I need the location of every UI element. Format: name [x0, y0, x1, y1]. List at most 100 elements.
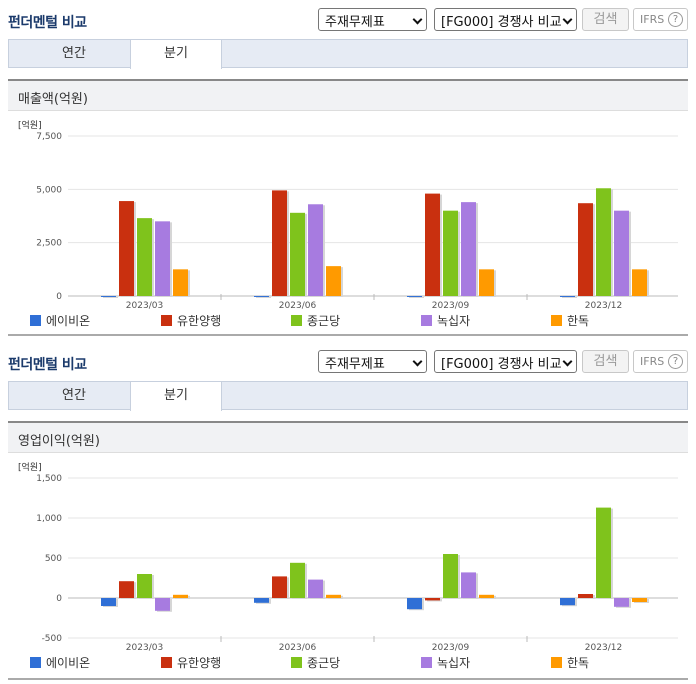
revenue-chart: 0 2,500 5,000 7,500 2023/03 2023/06 2023/09 202… — [0, 126, 696, 312]
peer-group-value: [FG000] 경쟁사 비교 — [441, 15, 562, 30]
legend-label: 종근당 — [307, 656, 341, 670]
ifrs-label: IFRS — [640, 13, 665, 26]
legend-swatch — [161, 315, 172, 326]
bar-ec9790ec9db4ebb984ec98a8-2023-09 — [407, 295, 422, 297]
peer-group-value: [FG000] 경쟁사 비교 — [441, 357, 562, 372]
bar-eb85b9ec8badec9e90-2023-09 — [461, 202, 476, 296]
y-tick-label: 500 — [45, 554, 62, 564]
legend-label: 종근당 — [307, 314, 341, 328]
period-tabs: 연간 분기 — [8, 39, 688, 69]
legend-swatch — [30, 315, 41, 326]
bar-eca285eab7bceb8bb9-2023-03 — [137, 574, 152, 598]
panel-divider — [8, 678, 688, 680]
bar-eca285eab7bceb8bb9-2023-06 — [290, 562, 305, 598]
bar-ed959ceb8f85-2023-09 — [479, 594, 494, 598]
x-tick-label: 2023/03 — [126, 301, 163, 311]
peer-group-select[interactable]: [FG000] 경쟁사 비교 — [434, 8, 577, 31]
legend-item-1[interactable]: 유한양행 — [161, 312, 221, 329]
panel-title: 펀더멘털 비교 — [8, 15, 87, 31]
peer-group-select[interactable]: [FG000] 경쟁사 비교 — [434, 350, 577, 373]
bar-eb85b9ec8badec9e90-2023-12 — [614, 210, 629, 296]
legend-swatch — [161, 657, 172, 668]
legend-label: 에이비온 — [46, 314, 91, 328]
bar-ed959ceb8f85-2023-12 — [632, 598, 647, 602]
bar-ec9790ec9db4ebb984ec98a8-2023-12 — [560, 295, 575, 297]
legend-label: 한독 — [567, 314, 590, 328]
help-icon: ? — [668, 354, 683, 369]
bar-ec9ca0ed959cec9691ed9689-2023-03 — [119, 201, 134, 296]
legend-item-0[interactable]: 에이비온 — [30, 654, 90, 671]
panel-divider — [8, 334, 688, 336]
bar-eca285eab7bceb8bb9-2023-12 — [596, 188, 611, 296]
bar-ed959ceb8f85-2023-06 — [326, 594, 341, 598]
statement-type-select[interactable]: 주재무제표 — [318, 8, 427, 31]
statement-type-value: 주재무제표 — [325, 357, 385, 372]
legend-item-4[interactable]: 한독 — [551, 312, 589, 329]
y-tick-label: 5,000 — [36, 185, 62, 195]
y-tick-label: 7,500 — [36, 132, 62, 142]
chevron-down-icon — [562, 356, 573, 367]
legend-item-1[interactable]: 유한양행 — [161, 654, 221, 671]
section-header: 매출액(억원) — [8, 79, 688, 111]
legend-swatch — [291, 315, 302, 326]
bar-eb85b9ec8badec9e90-2023-06 — [308, 579, 323, 598]
statement-type-value: 주재무제표 — [325, 15, 385, 30]
y-tick-label: 1,500 — [36, 474, 62, 484]
help-icon: ? — [668, 12, 683, 27]
bar-eb85b9ec8badec9e90-2023-03 — [155, 598, 170, 611]
bar-shadow — [256, 296, 271, 298]
search-button[interactable]: 검색 — [582, 8, 629, 31]
panel-title: 펀더멘털 비교 — [8, 357, 87, 373]
legend-swatch — [551, 657, 562, 668]
period-tabs: 연간 분기 — [8, 381, 688, 411]
bar-ec9790ec9db4ebb984ec98a8-2023-03 — [101, 598, 116, 606]
bar-eca285eab7bceb8bb9-2023-03 — [137, 218, 152, 296]
tab-quarterly[interactable]: 분기 — [130, 40, 222, 69]
bar-ed959ceb8f85-2023-03 — [173, 269, 188, 296]
legend-item-3[interactable]: 녹십자 — [421, 312, 470, 329]
x-tick-label: 2023/12 — [585, 301, 622, 311]
x-tick-label: 2023/06 — [279, 643, 317, 653]
bar-eb85b9ec8badec9e90-2023-09 — [461, 572, 476, 598]
y-tick-label: 0 — [56, 292, 62, 302]
ifrs-info-button[interactable]: IFRS ? — [633, 350, 688, 373]
tab-annual[interactable]: 연간 — [62, 388, 86, 403]
legend-label: 유한양행 — [177, 314, 222, 328]
fundamental-panel-operating-profit: 펀더멘털 비교 주재무제표 [FG000] 경쟁사 비교 검색 IFRS ? 연… — [0, 342, 696, 684]
fundamental-panel-revenue: 펀더멘털 비교 주재무제표 [FG000] 경쟁사 비교 검색 IFRS ? 연… — [0, 0, 696, 340]
legend-item-3[interactable]: 녹십자 — [421, 654, 470, 671]
bar-shadow — [103, 296, 118, 298]
unit-label: [억원] — [18, 121, 42, 131]
bar-ed959ceb8f85-2023-03 — [173, 594, 188, 598]
y-tick-label: 1,000 — [36, 514, 62, 524]
bar-ec9ca0ed959cec9691ed9689-2023-06 — [272, 576, 287, 598]
search-button[interactable]: 검색 — [582, 350, 629, 373]
unit-label: [억원] — [18, 463, 42, 473]
bar-eb85b9ec8badec9e90-2023-03 — [155, 221, 170, 296]
ifrs-info-button[interactable]: IFRS ? — [633, 8, 688, 31]
bar-ec9790ec9db4ebb984ec98a8-2023-09 — [407, 598, 422, 610]
legend-item-0[interactable]: 에이비온 — [30, 312, 90, 329]
legend-swatch — [30, 657, 41, 668]
bar-ec9790ec9db4ebb984ec98a8-2023-03 — [101, 295, 116, 297]
legend-swatch — [421, 657, 432, 668]
legend-label: 녹십자 — [437, 656, 471, 670]
legend-item-4[interactable]: 한독 — [551, 654, 589, 671]
bar-eca285eab7bceb8bb9-2023-09 — [443, 210, 458, 296]
legend-item-2[interactable]: 종근당 — [291, 312, 340, 329]
bar-eb85b9ec8badec9e90-2023-12 — [614, 598, 629, 607]
statement-type-select[interactable]: 주재무제표 — [318, 350, 427, 373]
legend-item-2[interactable]: 종근당 — [291, 654, 340, 671]
bar-ec9ca0ed959cec9691ed9689-2023-09 — [425, 193, 440, 296]
chevron-down-icon — [412, 356, 423, 367]
bar-ec9ca0ed959cec9691ed9689-2023-12 — [578, 594, 593, 598]
x-tick-label: 2023/03 — [126, 643, 163, 653]
legend-label: 유한양행 — [177, 656, 222, 670]
bar-ec9790ec9db4ebb984ec98a8-2023-12 — [560, 598, 575, 606]
tab-annual[interactable]: 연간 — [62, 46, 86, 61]
legend-label: 녹십자 — [437, 314, 471, 328]
chevron-down-icon — [562, 14, 573, 25]
chart-legend: 에이비온 유한양행 종근당 녹십자 한독 — [30, 312, 670, 328]
bar-eca285eab7bceb8bb9-2023-12 — [596, 507, 611, 598]
tab-quarterly[interactable]: 분기 — [130, 382, 222, 411]
